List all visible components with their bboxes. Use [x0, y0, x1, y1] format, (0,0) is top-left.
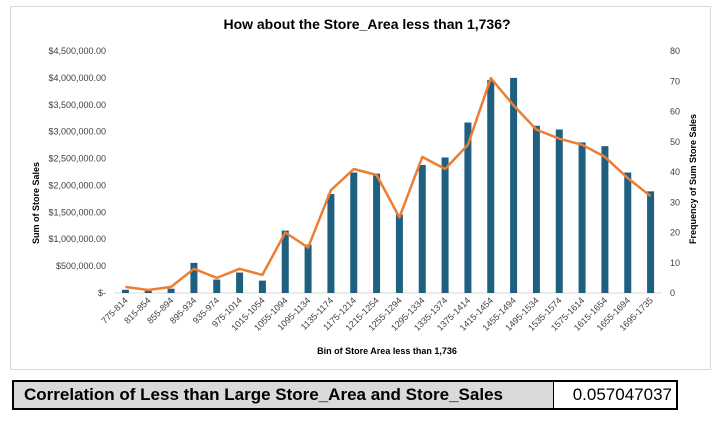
bar [121, 289, 129, 293]
y-tick-label: $3,000,000.00 [48, 127, 106, 137]
x-axis-ticks: 775-814815-854855-894895-934935-974975-1… [99, 295, 655, 333]
y2-tick-label: 60 [670, 107, 680, 117]
bar [532, 125, 540, 293]
y-tick-label: $1,500,000.00 [48, 207, 106, 217]
y-tick-label: $500,000.00 [56, 261, 106, 271]
y2-tick-label: 10 [670, 258, 680, 268]
y-tick-label: $2,500,000.00 [48, 154, 106, 164]
bar [350, 172, 358, 293]
bar [487, 80, 495, 293]
y2-tick-label: 40 [670, 167, 680, 177]
bar [441, 157, 449, 293]
bar [304, 244, 312, 293]
bar [601, 146, 609, 293]
bar-series [121, 77, 655, 293]
y-tick-label: $3,500,000.00 [48, 100, 106, 110]
x-axis-title: Bin of Store Area less than 1,736 [317, 346, 457, 356]
line-series [125, 76, 652, 292]
bar [144, 290, 152, 293]
y-tick-label: $1,000,000.00 [48, 234, 106, 244]
bar [213, 279, 221, 293]
bar [167, 288, 175, 293]
bar [624, 172, 632, 293]
bar [190, 262, 198, 293]
y2-tick-label: 80 [670, 46, 680, 56]
y-tick-label: $2,000,000.00 [48, 180, 106, 190]
bar [647, 191, 655, 293]
y-tick-label: $- [98, 288, 106, 298]
y-axis-ticks: $- $500,000.00 $1,000,000.00 $1,500,000.00 $… [48, 46, 106, 298]
chart-area: How about the Store_Area less than 1,736… [10, 6, 711, 370]
y2-tick-label: 50 [670, 137, 680, 147]
bar [281, 230, 289, 293]
bar [418, 165, 426, 293]
bar [555, 129, 563, 293]
correlation-table: Correlation of Less than Large Store_Are… [12, 380, 678, 410]
combo-chart: How about the Store_Area less than 1,736… [31, 16, 698, 356]
bar [510, 77, 518, 293]
y-tick-label: $4,500,000.00 [48, 46, 106, 56]
y-tick-label: $4,000,000.00 [48, 73, 106, 83]
y2-tick-label: 20 [670, 228, 680, 238]
bar [578, 142, 586, 293]
y2-tick-label: 70 [670, 76, 680, 86]
bar [236, 272, 244, 293]
bar [373, 173, 381, 293]
bar [395, 214, 403, 293]
correlation-value: 0.057047037 [554, 382, 676, 408]
bar [258, 280, 266, 293]
bar [464, 122, 472, 293]
frequency-line [125, 76, 652, 292]
y-axis-title: Sum of Store Sales [31, 162, 41, 244]
chart-title: How about the Store_Area less than 1,736… [223, 16, 510, 32]
y2-axis-ticks: 0 10 20 30 40 50 60 70 80 [670, 46, 680, 298]
y2-tick-label: 0 [670, 288, 675, 298]
y2-axis-title: Frequency of Sum Store Sales [688, 114, 698, 244]
y2-tick-label: 30 [670, 197, 680, 207]
correlation-label: Correlation of Less than Large Store_Are… [14, 382, 554, 408]
bar [327, 194, 335, 293]
